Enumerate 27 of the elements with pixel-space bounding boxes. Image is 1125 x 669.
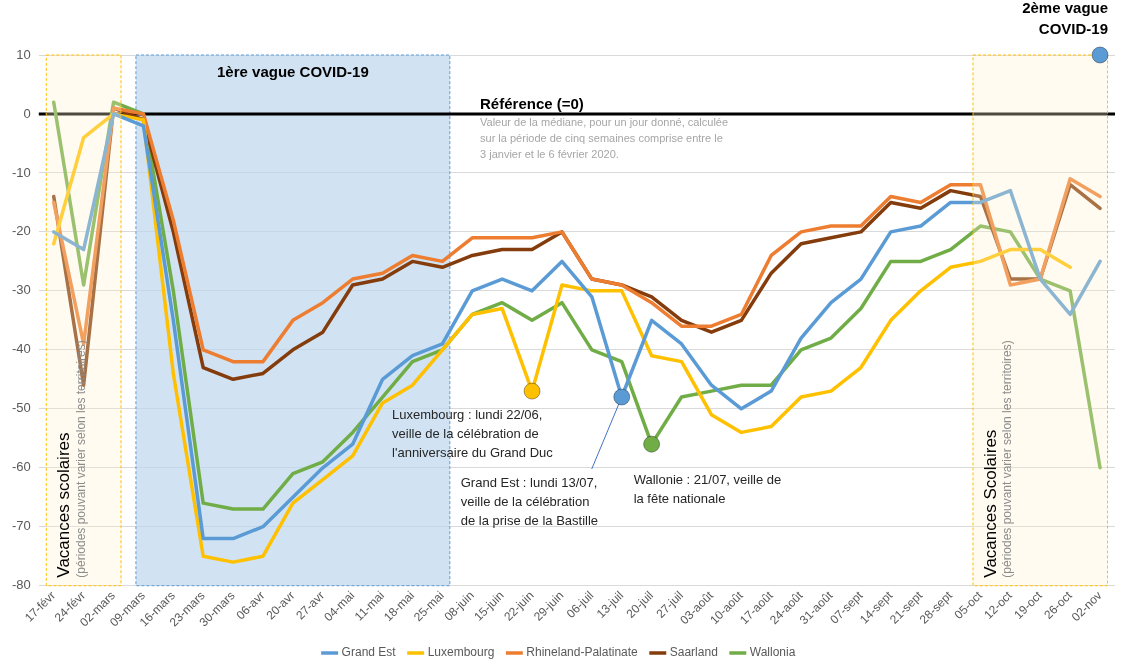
y-tick-label: -20 [11, 223, 31, 239]
y-tick-label: 0 [23, 105, 31, 121]
legend-label: Rhineland-Palatinate [526, 645, 639, 660]
legend-label: Wallonia [749, 645, 796, 660]
point [613, 388, 631, 406]
y-tick-label: -40 [11, 341, 31, 357]
y-tick-label: -70 [11, 518, 31, 534]
ref-line-label: Référence (=0) [480, 94, 584, 112]
band-label: 1ère vague COVID-19 [217, 63, 369, 81]
legend-label: Grand Est [341, 645, 397, 660]
point [643, 435, 661, 453]
annotation: Valeur de la médiane, pour un jour donné, calculée sur la période de cinq semaines comprise entre le 3 janvier et le 6 février 2020. [480, 116, 729, 161]
y-tick-label: -60 [11, 459, 31, 475]
y-tick-label: -80 [11, 577, 31, 593]
legend-label: Luxembourg [427, 645, 495, 660]
y-tick-label: 10 [16, 46, 31, 62]
point [523, 382, 541, 400]
legend-label: Saarland [669, 645, 718, 660]
band-label: Vacances Scolaires (périodes pouvant varier selon les territoires) [980, 340, 1015, 578]
y-tick-label: -30 [11, 282, 31, 298]
annotation: Wallonie : 21/07, veille de la fête nationale [633, 472, 782, 507]
annotation: Luxembourg : lundi 22/06, veille de la célébration de l'anniversaire du Grand Duc [392, 407, 554, 461]
annotation: 2ème vague COVID-19 [1022, 0, 1109, 37]
annotation: Grand Est : lundi 13/07, veille de la célébration de la prise de la Bastille [460, 475, 599, 529]
band-label: Vacances scolaires (périodes pouvant varier selon les territoires) [53, 340, 88, 578]
y-tick-label: -50 [11, 400, 31, 416]
y-tick-label: -10 [11, 164, 31, 180]
